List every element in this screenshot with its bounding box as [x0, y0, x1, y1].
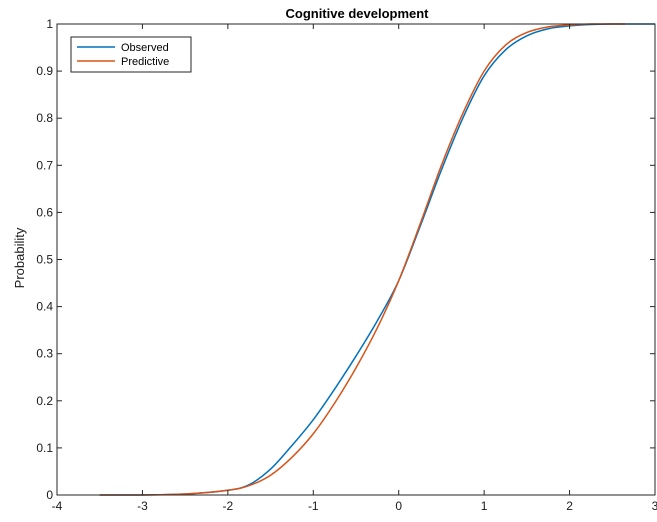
y-tick-label: 0.1 — [36, 441, 53, 455]
x-tick-label: 1 — [481, 499, 488, 513]
y-tick-label: 0.7 — [36, 158, 53, 172]
legend: Observed Predictive — [70, 36, 192, 73]
y-tick-label: 0.3 — [36, 347, 53, 361]
y-tick-label: 0.6 — [36, 205, 53, 219]
y-tick-label: 0.2 — [36, 394, 53, 408]
legend-box — [70, 36, 192, 73]
x-tick-label: -4 — [52, 499, 63, 513]
ticks-layer: -4 -3 -2 -1 0 1 2 3 0 0.1 0.2 0.3 0.4 0.5 0.6 0.7 0.8 0.9… — [36, 17, 657, 513]
plot-frame — [56, 23, 656, 496]
y-tick-label: 0.5 — [36, 253, 53, 267]
y-tick-label: 1 — [46, 17, 53, 31]
legend-label: Predictive — [121, 56, 169, 68]
series-line-observed — [99, 23, 655, 496]
chart-title: Cognitive development — [285, 6, 429, 21]
y-axis-label: Probability — [12, 227, 27, 288]
y-tick-label: 0 — [46, 488, 53, 502]
series-line-predictive — [99, 23, 626, 496]
y-tick-label: 0.4 — [36, 300, 53, 314]
x-tick-label: 2 — [566, 499, 573, 513]
x-tick-label: -1 — [308, 499, 319, 513]
legend-label: Observed — [121, 42, 169, 54]
x-tick-label: 3 — [652, 499, 657, 513]
x-tick-label: -3 — [137, 499, 148, 513]
x-tick-label: -2 — [223, 499, 234, 513]
y-tick-label: 0.8 — [36, 111, 53, 125]
y-tick-label: 0.9 — [36, 64, 53, 78]
x-tick-label: 0 — [395, 499, 402, 513]
series-layer — [99, 23, 655, 496]
